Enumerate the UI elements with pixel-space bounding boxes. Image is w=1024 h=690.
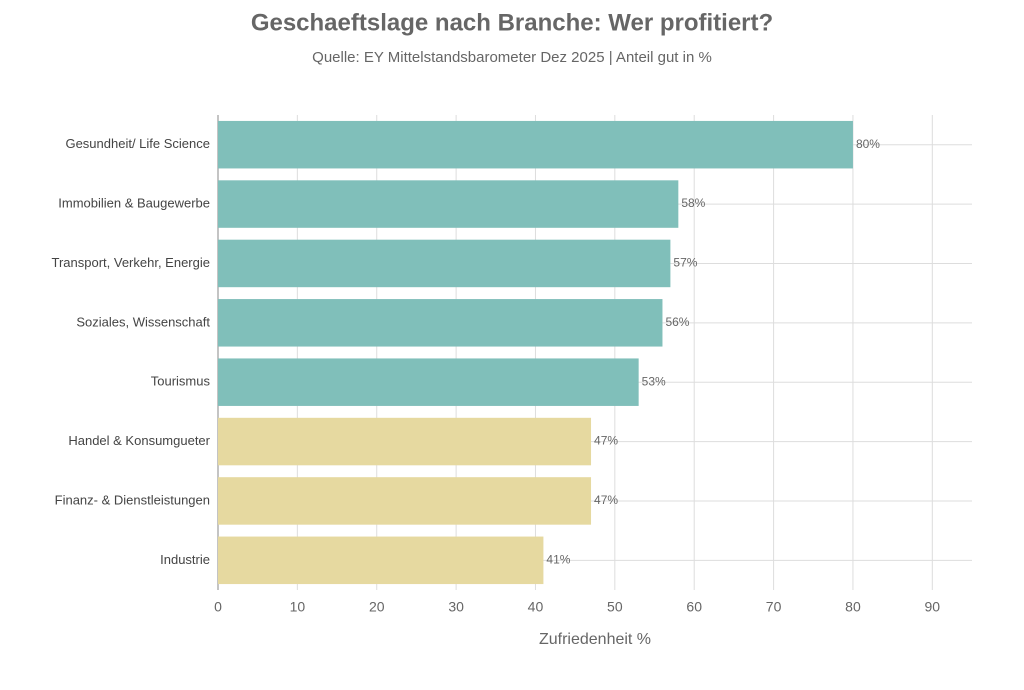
x-tick-label: 30 (448, 599, 464, 615)
x-tick-label: 10 (290, 599, 306, 615)
data-label: 41% (546, 552, 570, 566)
chart-subtitle: Quelle: EY Mittelstandsbarometer Dez 202… (312, 49, 712, 66)
y-tick-label: Soziales, Wissenschaft (76, 314, 210, 329)
bar (218, 180, 679, 228)
x-tick-label: 0 (214, 599, 222, 615)
y-tick-label: Handel & Konsumgueter (68, 433, 210, 448)
x-axis-label: Zufriedenheit % (539, 631, 651, 648)
bar (218, 120, 853, 169)
y-tick-label: Immobilien & Baugewerbe (58, 196, 210, 211)
bar (218, 417, 592, 466)
bar (218, 239, 671, 288)
x-tick-label: 40 (528, 599, 544, 615)
y-tick-label: Gesundheit/ Life Science (65, 136, 210, 151)
x-tick-label: 70 (766, 599, 782, 615)
x-tick-label: 60 (686, 599, 702, 615)
y-tick-label: Finanz- & Dienstleistungen (55, 492, 210, 507)
x-tick-label: 80 (845, 599, 861, 615)
data-label: 47% (594, 493, 618, 507)
bar (218, 536, 544, 585)
x-tick-label: 90 (925, 599, 941, 615)
x-tick-label: 20 (369, 599, 385, 615)
data-label: 47% (594, 434, 618, 448)
bar (218, 358, 639, 406)
data-label: 56% (665, 315, 689, 329)
data-label: 57% (673, 256, 697, 270)
data-label: 53% (642, 374, 666, 388)
chart-title: Geschaeftslage nach Branche: Wer profiti… (251, 9, 773, 36)
bar (218, 299, 663, 347)
y-tick-label: Tourismus (151, 374, 211, 389)
y-tick-label: Transport, Verkehr, Energie (52, 255, 211, 270)
y-tick-label: Industrie (160, 552, 210, 567)
bar (218, 477, 592, 525)
x-tick-label: 50 (607, 599, 623, 615)
data-label: 80% (856, 137, 880, 151)
data-label: 58% (681, 196, 705, 210)
